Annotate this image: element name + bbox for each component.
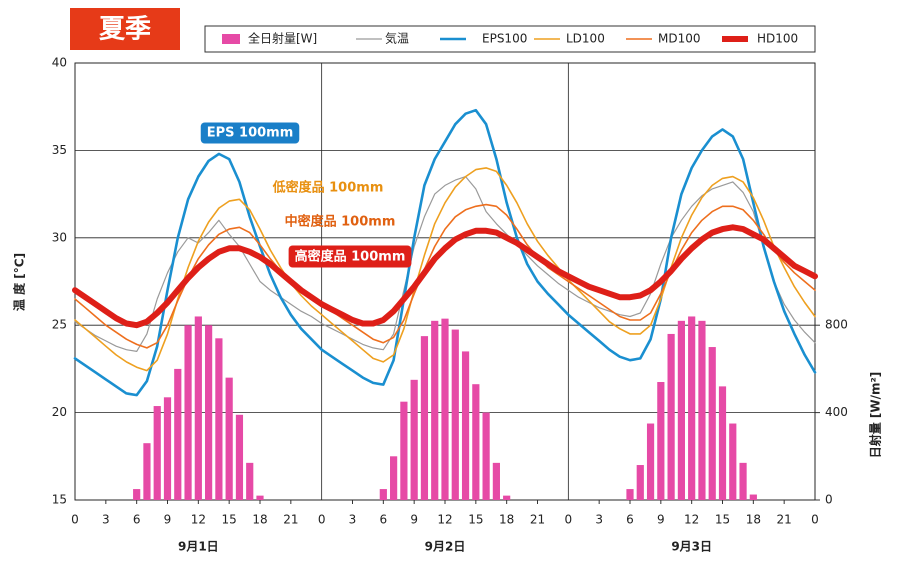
bar [205, 325, 213, 500]
y-tick-label: 30 [52, 230, 67, 244]
x-tick-label: 3 [595, 513, 603, 527]
x-tick-label: 15 [222, 513, 237, 527]
x-tick-label: 0 [318, 513, 326, 527]
annotation: 中密度品 100mm [285, 214, 396, 230]
x-tick-label: 9 [657, 513, 665, 527]
x-tick-label: 18 [499, 513, 514, 527]
x-tick-label: 3 [349, 513, 357, 527]
y-tick-label: 25 [52, 318, 67, 332]
bar [246, 462, 254, 500]
x-tick-label: 3 [102, 513, 110, 527]
annotation-box [200, 122, 300, 144]
x-tick-label: 0 [565, 513, 573, 527]
x-tick-label: 21 [777, 513, 792, 527]
bar [143, 443, 151, 500]
bar [174, 368, 182, 500]
line [74, 167, 816, 372]
bar [133, 489, 141, 500]
bar [225, 377, 233, 500]
annotation-box [288, 245, 412, 268]
x-tick-label: 15 [715, 513, 730, 527]
legend-label: 全日射量[W] [248, 31, 317, 46]
x-tick-label: 15 [468, 513, 483, 527]
bar [451, 329, 459, 500]
legend-label: LD100 [566, 32, 605, 46]
x-tick-label: 6 [133, 513, 141, 527]
line [73, 108, 817, 397]
bar [235, 414, 244, 500]
bar [657, 382, 665, 500]
bar [431, 320, 439, 500]
bar [492, 462, 500, 500]
x-tick-label: 9 [410, 513, 418, 527]
bar [503, 495, 511, 500]
x-tick-label: 12 [437, 513, 452, 527]
bar [420, 336, 429, 500]
y-tick-label: 40 [52, 56, 67, 70]
bar [646, 423, 655, 500]
bar [194, 316, 202, 500]
x-tick-label: 18 [252, 513, 267, 527]
x-group-label: 9月2日 [425, 540, 466, 554]
bar [400, 401, 408, 500]
bar [184, 325, 192, 500]
x-tick-label: 12 [191, 513, 206, 527]
legend-label: EPS100 [482, 32, 527, 46]
y-axis-label: 温 度 [°C] [12, 253, 27, 311]
y-tick-label: 35 [52, 143, 67, 157]
x-group-label: 9月3日 [671, 540, 712, 554]
legend-label: MD100 [658, 32, 701, 46]
bar [482, 412, 490, 500]
bar [729, 423, 737, 500]
line [74, 203, 816, 349]
y2-axis-label: 日射量 [W/m²] [868, 372, 883, 459]
bar [461, 351, 470, 500]
bar [739, 462, 747, 500]
x-tick-label: 9 [164, 513, 172, 527]
x-tick-label: 6 [626, 513, 634, 527]
bar [153, 406, 161, 500]
x-tick-label: 0 [71, 513, 79, 527]
bar [667, 333, 675, 500]
y2-tick-label: 800 [825, 318, 848, 332]
annotation: 低密度品 100mm [272, 180, 384, 196]
legend-label: 気温 [385, 31, 409, 46]
annotation: 高密度品 100mm [295, 249, 406, 265]
bar [472, 384, 480, 500]
legend-swatch [222, 34, 240, 44]
legend-box [204, 25, 816, 53]
bar [677, 320, 685, 500]
x-tick-label: 0 [811, 513, 819, 527]
x-group-label: 9月1日 [178, 540, 219, 554]
bar [410, 379, 418, 500]
y2-tick-label: 0 [825, 493, 833, 507]
x-tick-label: 12 [684, 513, 699, 527]
bar [441, 318, 449, 500]
bar [390, 456, 398, 500]
bar [698, 320, 706, 500]
bar [379, 489, 387, 500]
bar [256, 495, 264, 500]
bar [163, 397, 172, 500]
bar [215, 338, 223, 500]
bar [688, 316, 696, 500]
y2-tick-label: 400 [825, 405, 848, 419]
annotation: EPS 100mm [207, 126, 294, 141]
bar [626, 489, 634, 500]
bar [718, 386, 727, 500]
x-tick-label: 21 [283, 513, 298, 527]
x-tick-label: 18 [746, 513, 761, 527]
chart-title: 夏季 [99, 15, 151, 45]
title-badge [70, 8, 180, 50]
x-tick-label: 6 [380, 513, 388, 527]
legend-label: HD100 [757, 32, 798, 46]
bar [708, 347, 716, 500]
y-tick-label: 15 [52, 493, 67, 507]
bar [749, 494, 757, 500]
line [72, 224, 818, 329]
x-tick-label: 21 [530, 513, 545, 527]
y-tick-label: 20 [52, 405, 67, 419]
bar [636, 465, 644, 500]
